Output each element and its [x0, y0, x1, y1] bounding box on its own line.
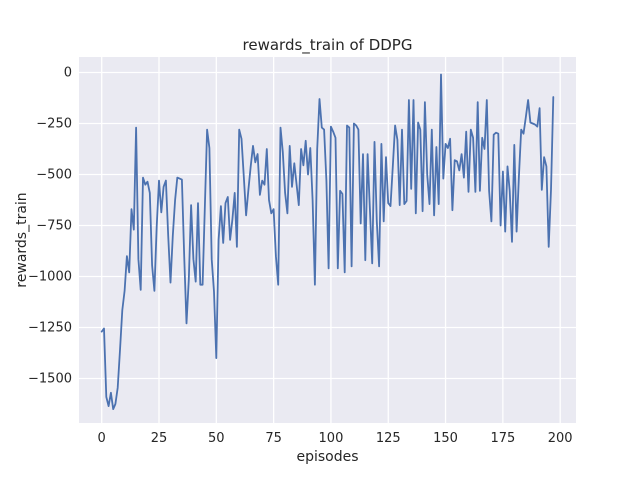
- chart-title: rewards_train of DDPG: [242, 36, 413, 54]
- x-axis-label: episodes: [296, 449, 359, 465]
- x-tick-label: 0: [97, 431, 106, 446]
- y-tick-label: −500: [36, 167, 72, 182]
- x-tick-label: 200: [547, 431, 573, 446]
- x-tick-label: 50: [208, 431, 225, 446]
- y-tick-label: −1000: [28, 269, 72, 285]
- y-tick-label: −250: [36, 116, 72, 131]
- x-tick-label: 100: [318, 431, 344, 446]
- y-tick-label: −750: [36, 218, 72, 233]
- x-tick-label: 175: [490, 431, 516, 446]
- y-tick-label: −1500: [28, 371, 72, 387]
- y-tick-label: −1250: [28, 320, 72, 336]
- x-tick-label: 150: [433, 431, 458, 446]
- rewards-line: [100, 73, 555, 411]
- x-tick-label: 75: [265, 431, 282, 446]
- plot-area: [79, 57, 576, 423]
- x-tick-label: 125: [375, 431, 401, 446]
- y-tick-label: 0: [63, 65, 72, 80]
- x-tick-label: 25: [150, 431, 168, 446]
